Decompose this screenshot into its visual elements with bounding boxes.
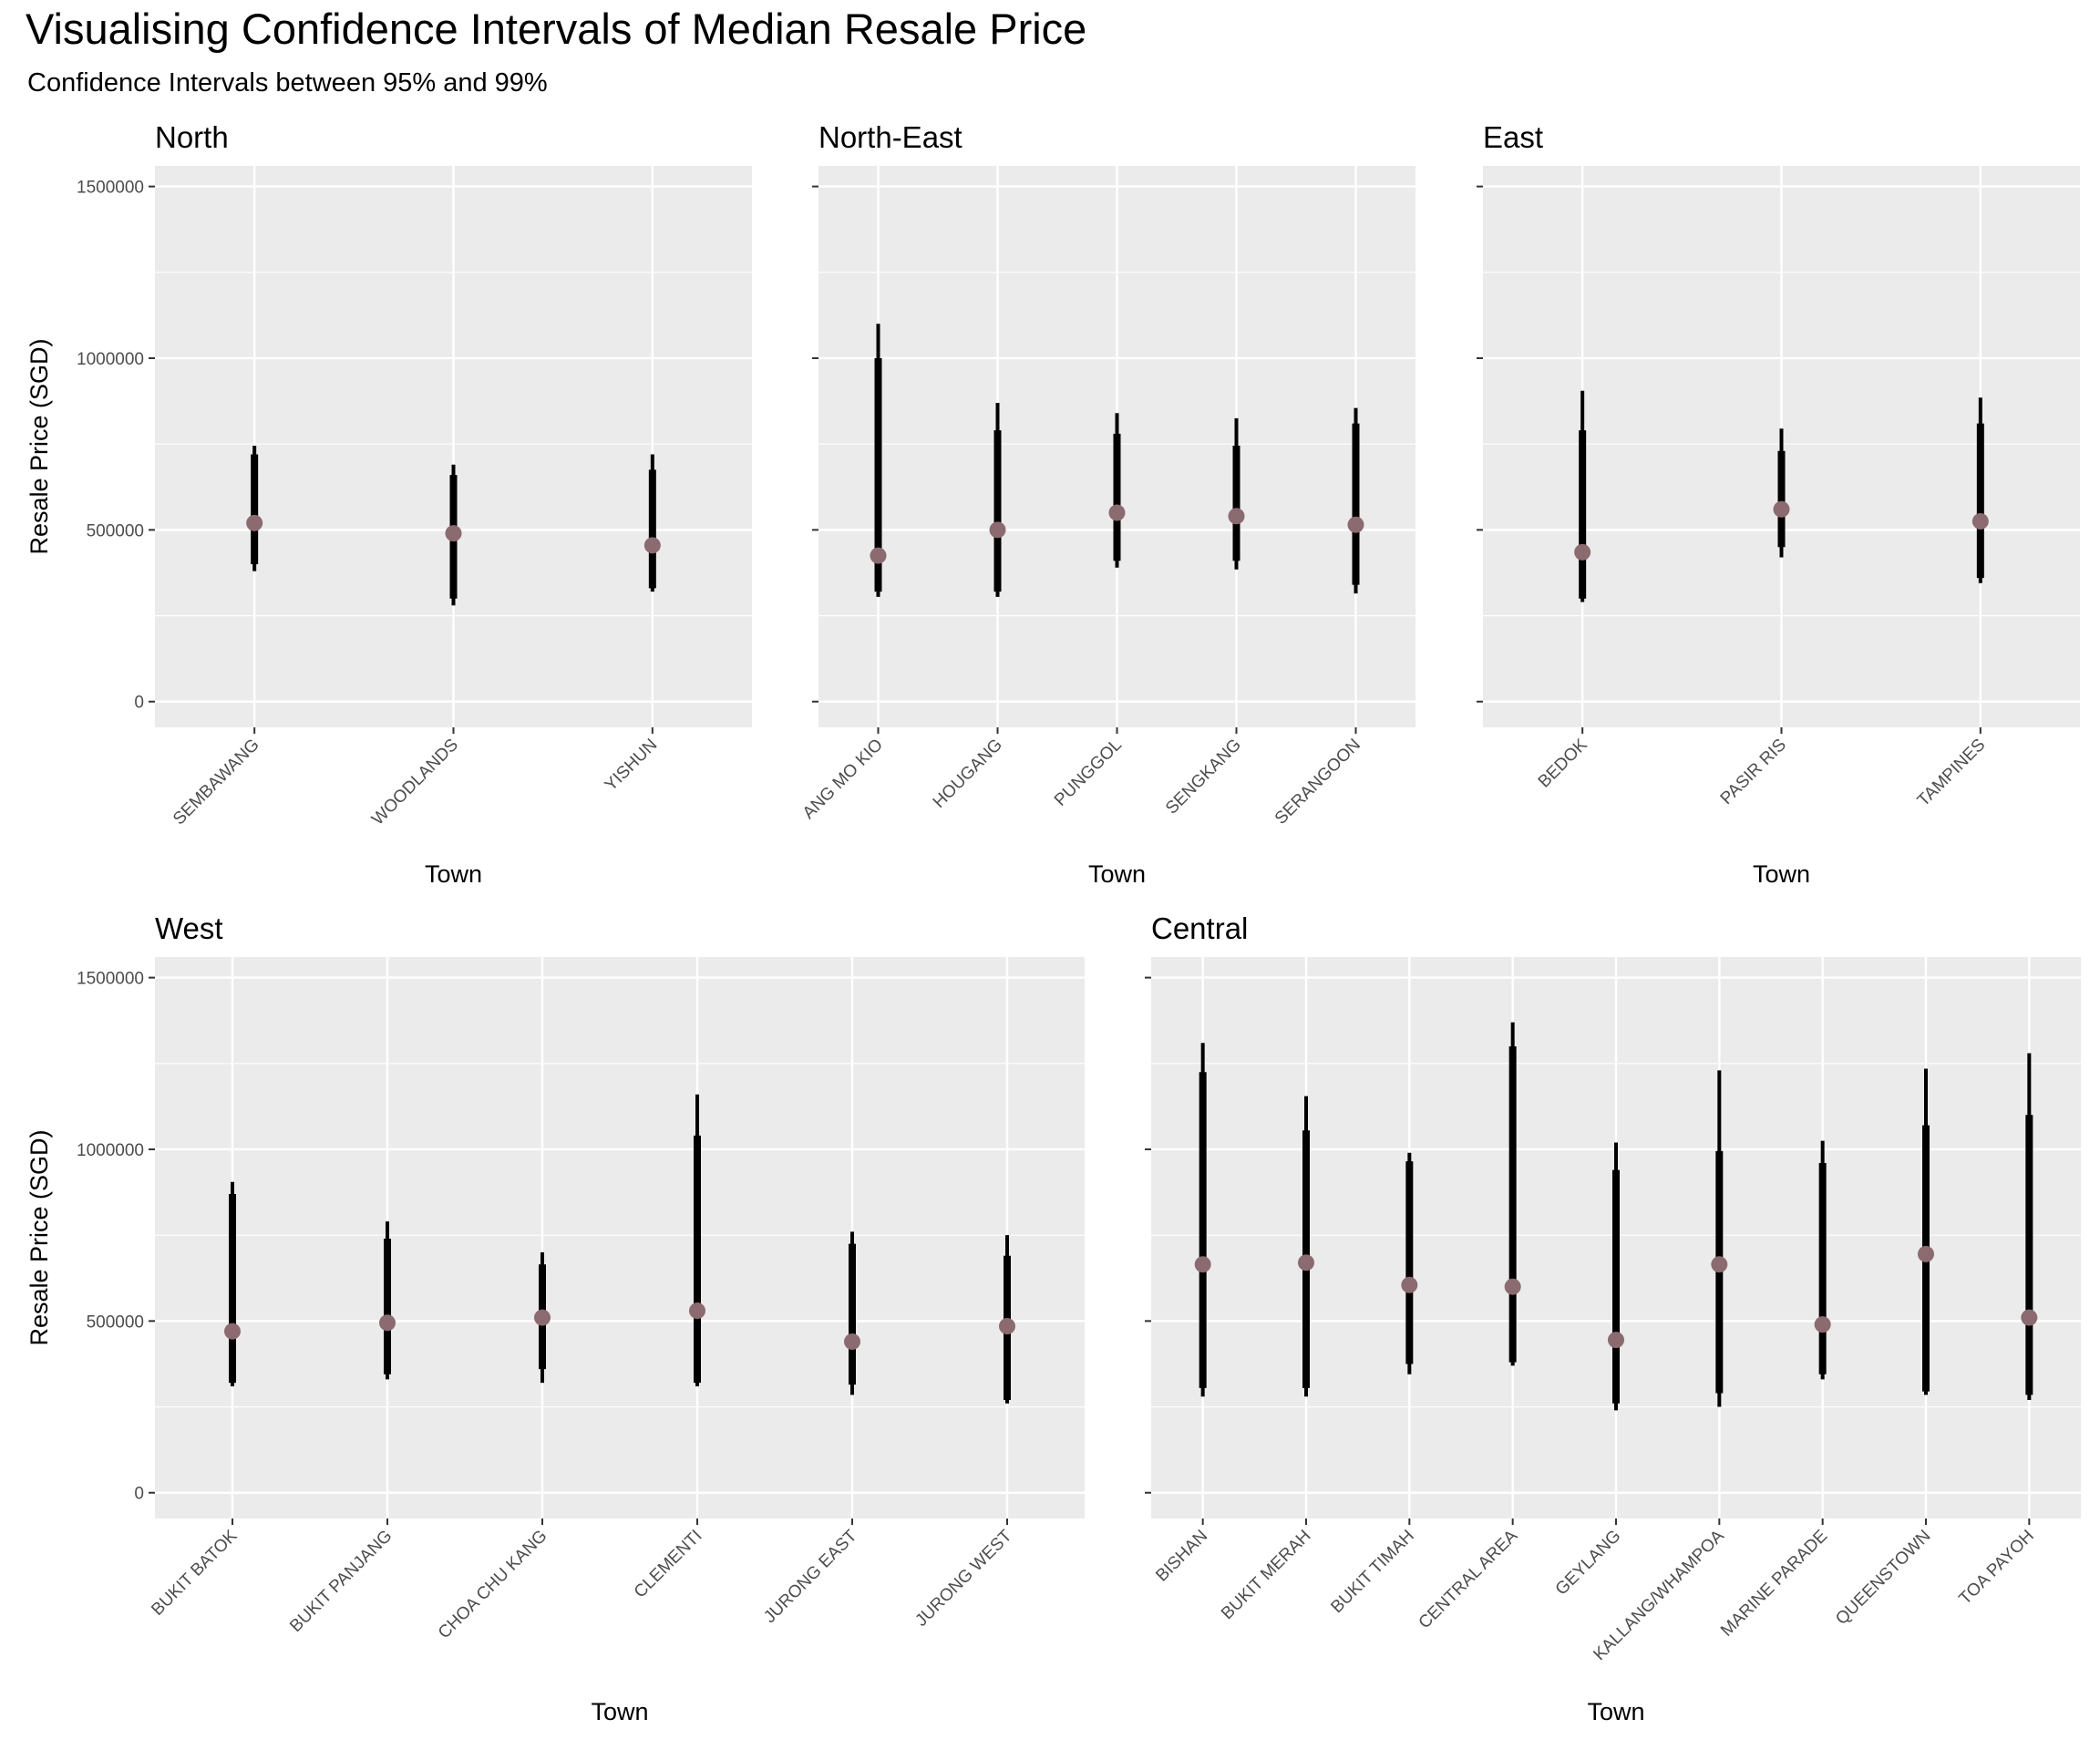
median-point: [1228, 508, 1245, 525]
panel-north: North 0 500000 1000000 1500000 SEMBAWANG WOODL…: [26, 120, 752, 888]
y-axis-title: Resale Price (SGD): [26, 1129, 53, 1345]
x-tick-label: BUKIT TIMAH: [1327, 1527, 1417, 1617]
x-tick-label: JURONG EAST: [760, 1526, 861, 1627]
median-point: [1298, 1254, 1314, 1271]
y-tick-label: 500000: [87, 521, 144, 540]
median-point: [1194, 1256, 1211, 1273]
x-tick-label: SENGKANG: [1162, 736, 1245, 818]
x-tick-label: PUNGGOL: [1051, 736, 1126, 810]
median-point: [1971, 512, 1989, 530]
median-point: [1504, 1278, 1521, 1295]
x-axis-title: Town: [1753, 860, 1810, 888]
median-point: [224, 1323, 241, 1340]
median-point: [379, 1314, 396, 1332]
median-point: [246, 514, 263, 531]
x-tick-label: BUKIT BATOK: [148, 1526, 241, 1619]
median-point: [689, 1302, 705, 1320]
x-tick-label: BEDOK: [1535, 735, 1591, 791]
median-point: [1401, 1276, 1418, 1293]
chart-title: Visualising Confidence Intervals of Medi…: [26, 5, 1086, 53]
x-tick-label: TOA PAYOH: [1956, 1527, 2038, 1609]
median-point: [643, 537, 661, 554]
x-tick-label: BUKIT PANJANG: [286, 1527, 396, 1636]
y-axis-title: Resale Price (SGD): [26, 338, 53, 554]
x-tick-label: MARINE PARADE: [1717, 1527, 1831, 1641]
panel-background: [155, 957, 1085, 1518]
x-tick-label: CLEMENTI: [631, 1527, 706, 1602]
x-tick-label: SERANGOON: [1271, 736, 1364, 829]
panel-title: Central: [1151, 911, 1248, 945]
median-point: [844, 1333, 860, 1350]
panel-central: Central BISHAN BUKIT MERAH BUKIT TIMAHCENTR…: [1145, 911, 2081, 1725]
median-point: [1608, 1332, 1624, 1349]
x-tick-label: QUEENSTOWN: [1832, 1527, 1934, 1629]
x-tick-label: CENTRAL AREA: [1415, 1526, 1522, 1632]
panel-title: North: [155, 120, 229, 154]
y-tick-label: 1000000: [77, 350, 144, 369]
x-tick-label: PASIR RIS: [1717, 736, 1790, 808]
panel-title: North-East: [818, 120, 962, 154]
median-point: [1574, 543, 1591, 561]
x-tick-label: BISHAN: [1152, 1527, 1211, 1586]
x-tick-label: HOUGANG: [930, 736, 1006, 812]
x-tick-label: SEMBAWANG: [170, 736, 263, 829]
median-point: [870, 547, 887, 564]
median-point: [989, 521, 1006, 539]
median-point: [1347, 516, 1364, 533]
median-point: [2021, 1309, 2038, 1326]
x-tick-label: YISHUN: [602, 736, 662, 796]
median-point: [1918, 1245, 1934, 1262]
facet-panels: North 0 500000 1000000 1500000 SEMBAWANG WOODL…: [26, 120, 2081, 1725]
panel-title: West: [155, 911, 223, 945]
median-point: [1711, 1256, 1728, 1273]
x-tick-label: WOODLANDS: [368, 736, 462, 829]
x-tick-label: TAMPINES: [1914, 736, 1990, 811]
median-point: [1814, 1316, 1831, 1333]
x-tick-label: GEYLANG: [1552, 1527, 1625, 1600]
panel-north-east: North-East ANG MO KIO HOUGANG PUNGGOL SENGKA…: [799, 120, 1415, 888]
x-tick-label: JURONG WEST: [911, 1526, 1015, 1630]
chart-subtitle: Confidence Intervals between 95% and 99%: [27, 68, 548, 98]
y-tick-label: 500000: [87, 1312, 144, 1332]
x-axis-title: Town: [1587, 1698, 1644, 1725]
median-point: [445, 525, 462, 542]
panel-east: East BEDOK PASIR RIS TAMPINES Town: [1477, 120, 2080, 888]
y-tick-label: 0: [134, 1485, 144, 1504]
median-point: [1108, 504, 1126, 521]
panel-title: East: [1483, 120, 1543, 154]
x-tick-label: ANG MO KIO: [799, 736, 887, 823]
panel-west: West 0 500000 1000000 1500000 BUKIT BATOK BUKI…: [26, 911, 1085, 1725]
x-tick-label: BUKIT MERAH: [1218, 1527, 1314, 1623]
median-point: [1773, 500, 1790, 518]
median-point: [534, 1309, 551, 1326]
y-tick-label: 1500000: [77, 179, 144, 198]
x-tick-label: CHOA CHU KANG: [435, 1527, 551, 1643]
y-tick-label: 1500000: [77, 970, 144, 989]
x-axis-title: Town: [1088, 860, 1146, 888]
y-tick-label: 0: [134, 694, 144, 713]
median-point: [999, 1318, 1015, 1335]
x-axis-title: Town: [425, 860, 482, 888]
y-tick-label: 1000000: [77, 1141, 144, 1160]
x-axis-title: Town: [591, 1698, 648, 1725]
